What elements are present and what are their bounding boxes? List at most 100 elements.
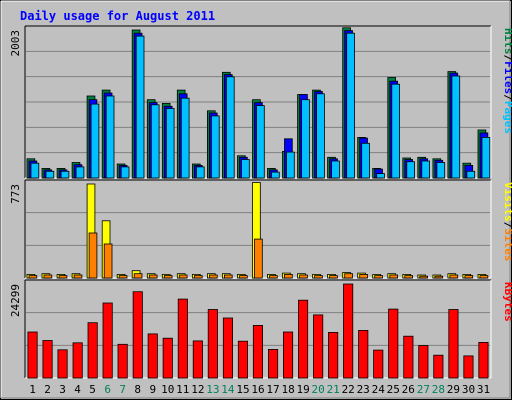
legend-hits: Hits (502, 28, 512, 55)
bar-sites-day-20 (314, 275, 323, 279)
bar-sites-day-6 (103, 243, 113, 279)
bar-kbytes-day-6 (102, 302, 113, 379)
panel-kbytes: 24299 KBytes (9, 279, 512, 379)
bar-sites-day-31 (479, 275, 489, 279)
bar-pages-day-6 (105, 95, 115, 179)
bar-pages-day-24 (376, 173, 385, 179)
legend-files: Files (502, 61, 512, 94)
bar-sites-day-24 (374, 275, 383, 279)
scale-label-kbytes: 24299 (9, 284, 22, 317)
bar-kbytes-day-12 (192, 340, 203, 379)
bar-pages-day-29 (451, 75, 461, 179)
bar-sites-day-15 (239, 275, 248, 279)
bar-sites-day-8 (133, 273, 143, 279)
bar-kbytes-day-20 (313, 314, 324, 379)
bar-pages-day-30 (466, 170, 476, 179)
day-label-12: 12 (191, 383, 204, 396)
bar-kbytes-day-28 (433, 354, 444, 379)
bar-pages-day-8 (135, 35, 145, 179)
bar-pages-day-13 (210, 115, 220, 179)
day-label-27: 27 (417, 383, 430, 396)
bar-pages-day-21 (331, 160, 340, 179)
bar-kbytes-day-27 (418, 345, 429, 379)
bar-kbytes-day-11 (177, 298, 188, 379)
bar-kbytes-day-2 (42, 340, 53, 379)
bar-sites-day-21 (329, 275, 338, 279)
bar-sites-day-17 (269, 275, 278, 279)
day-label-31: 31 (477, 383, 490, 396)
bar-kbytes-day-14 (222, 317, 234, 379)
legend-sites: Sites (502, 228, 512, 261)
day-label-29: 29 (447, 383, 460, 396)
legend-kbytes: KBytes (502, 282, 512, 322)
legend-visits-sites: Visits/Sites (502, 182, 512, 262)
bar-sites-day-5 (88, 232, 98, 279)
bar-sites-day-14 (223, 274, 233, 279)
bar-pages-day-23 (361, 142, 370, 179)
bar-pages-day-9 (150, 104, 160, 179)
day-label-22: 22 (342, 383, 355, 396)
day-label-1: 1 (29, 383, 36, 396)
bar-sites-day-28 (434, 275, 444, 279)
bar-sites-day-1 (28, 275, 38, 279)
legend-pages: Pages (502, 101, 512, 134)
day-label-2: 2 (44, 383, 51, 396)
bar-sites-day-4 (73, 274, 83, 279)
bar-sites-day-27 (419, 275, 428, 279)
bar-kbytes-day-13 (207, 309, 218, 379)
bar-pages-day-5 (90, 103, 100, 179)
scale-label-visits-sites: 773 (9, 184, 22, 204)
bar-pages-day-2 (45, 170, 55, 179)
legend-kbytes: KBytes (502, 282, 512, 322)
bar-kbytes-day-17 (267, 348, 279, 379)
legend-separator: / (502, 94, 512, 101)
bar-sites-day-22 (344, 273, 353, 279)
bar-pages-day-7 (120, 166, 130, 179)
day-label-25: 25 (387, 383, 400, 396)
bar-kbytes-day-29 (448, 309, 459, 379)
bar-sites-day-7 (118, 275, 128, 279)
bar-pages-day-1 (30, 162, 40, 179)
bar-pages-day-12 (195, 166, 205, 179)
bar-kbytes-day-24 (373, 349, 384, 379)
day-label-16: 16 (251, 383, 264, 396)
bar-kbytes-day-1 (27, 331, 38, 379)
bar-pages-day-26 (406, 161, 415, 179)
panel-visits-sites: 773 Visits/Sites (9, 179, 512, 279)
day-label-14: 14 (221, 383, 235, 396)
bar-kbytes-day-26 (403, 335, 414, 379)
bar-pages-day-31 (481, 136, 491, 179)
bar-sites-day-18 (284, 273, 293, 279)
bar-pages-day-17 (271, 171, 280, 179)
bar-pages-day-27 (421, 160, 430, 179)
day-label-28: 28 (432, 383, 445, 396)
bar-pages-day-22 (346, 32, 355, 179)
bar-kbytes-day-21 (328, 331, 339, 379)
bar-sites-day-16 (254, 238, 263, 279)
bar-kbytes-day-23 (358, 329, 369, 379)
bar-kbytes-day-25 (388, 308, 399, 379)
bar-sites-day-13 (208, 274, 218, 279)
day-label-5: 5 (89, 383, 96, 396)
bar-kbytes-day-22 (343, 283, 354, 379)
bar-sites-day-23 (359, 273, 368, 279)
legend-separator: / (502, 55, 512, 62)
day-label-7: 7 (119, 383, 126, 396)
bar-sites-day-10 (163, 275, 173, 279)
day-label-6: 6 (104, 383, 111, 396)
bar-kbytes-day-9 (147, 333, 158, 379)
day-label-24: 24 (372, 383, 386, 396)
day-label-9: 9 (149, 383, 156, 396)
bar-pages-day-4 (75, 166, 85, 179)
bar-pages-day-18 (286, 151, 295, 179)
legend-separator: / (502, 222, 512, 229)
bar-kbytes-day-8 (132, 291, 143, 379)
bar-kbytes-day-15 (237, 340, 249, 379)
bar-kbytes-day-16 (252, 324, 264, 379)
bar-kbytes-day-4 (72, 342, 83, 379)
bar-kbytes-day-19 (297, 299, 309, 379)
bar-sites-day-9 (148, 274, 158, 279)
